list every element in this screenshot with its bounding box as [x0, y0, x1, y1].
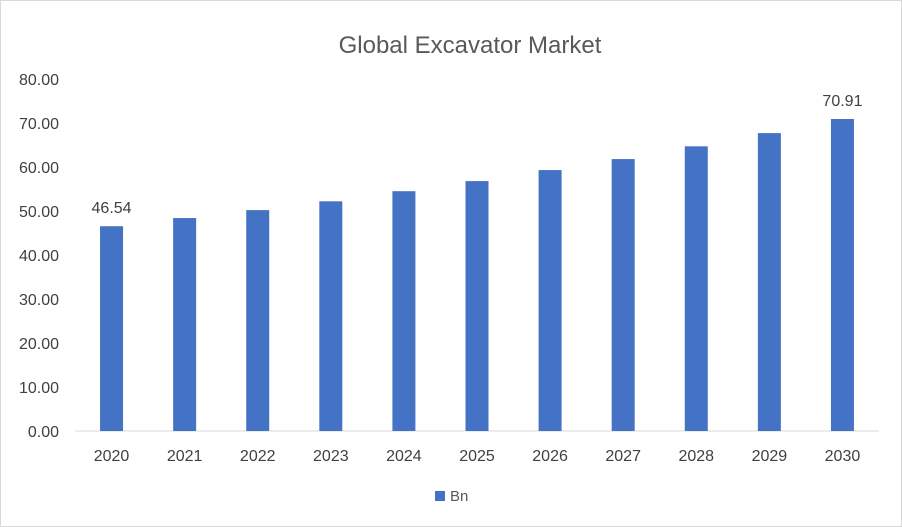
- bar-2027: [611, 159, 635, 431]
- x-tick-label: 2028: [678, 448, 714, 465]
- y-tick-label: 10.00: [19, 380, 59, 397]
- bar-2029: [757, 133, 781, 431]
- x-tick-label: 2027: [605, 448, 641, 465]
- x-tick-label: 2021: [167, 448, 203, 465]
- y-tick-label: 30.00: [19, 292, 59, 309]
- bar-2024: [392, 191, 416, 431]
- bar-2028: [684, 146, 708, 431]
- data-labels: 46.54 70.91: [92, 93, 863, 217]
- y-tick-label: 60.00: [19, 160, 59, 177]
- legend-label: Bn: [450, 488, 468, 505]
- bars: [100, 118, 854, 431]
- y-tick-label: 70.00: [19, 116, 59, 133]
- legend-swatch: [435, 491, 445, 501]
- y-tick-label: 20.00: [19, 336, 59, 353]
- x-axis: 2020 2021 2022 2023 2024 2025 2026 2027 2028 2029…: [75, 430, 879, 465]
- bar-2030: [830, 118, 854, 431]
- legend: Bn: [435, 488, 468, 505]
- x-tick-label: 2020: [94, 448, 130, 465]
- x-tick-label: 2029: [752, 448, 788, 465]
- y-tick-label: 50.00: [19, 204, 59, 221]
- bar-2026: [538, 170, 562, 431]
- x-tick-label: 2024: [386, 448, 422, 465]
- bar-2023: [319, 201, 343, 431]
- y-axis: 0.00 10.00 20.00 30.00 40.00 50.00 60.00 70.00 8…: [19, 72, 59, 441]
- bar-2021: [173, 218, 197, 431]
- x-tick-label: 2026: [532, 448, 568, 465]
- bar-2022: [246, 210, 270, 431]
- x-tick-label: 2030: [825, 448, 861, 465]
- y-tick-label: 80.00: [19, 72, 59, 89]
- y-tick-label: 40.00: [19, 248, 59, 265]
- chart-title: Global Excavator Market: [339, 32, 602, 59]
- bar-2020: [100, 226, 124, 431]
- bar-2025: [465, 181, 489, 431]
- x-tick-label: 2025: [459, 448, 495, 465]
- x-tick-label: 2022: [240, 448, 276, 465]
- y-tick-label: 0.00: [28, 424, 59, 441]
- x-tick-label: 2023: [313, 448, 349, 465]
- data-label-2020: 46.54: [92, 200, 132, 217]
- data-label-2030: 70.91: [822, 93, 862, 110]
